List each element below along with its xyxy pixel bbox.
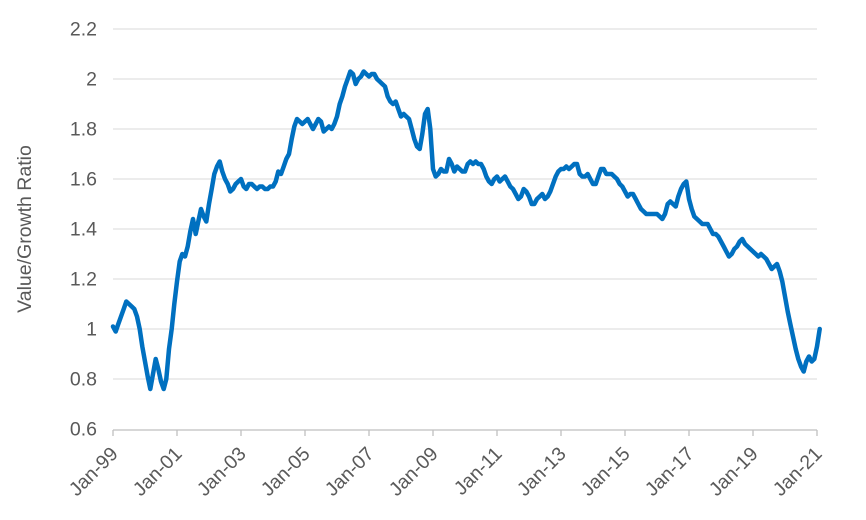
x-tick-label: Jan-99 [65, 443, 123, 501]
x-tick-label: Jan-21 [769, 443, 827, 501]
y-tick-label: 1 [86, 319, 97, 341]
y-tick-label: 2 [86, 69, 97, 91]
y-tick-label: 1.2 [70, 269, 97, 291]
ratio-line-series [110, 69, 822, 392]
x-axis-tick-labels: Jan-99 Jan-01 Jan-03 Jan-05 Jan-07 Jan-09 Jan-… [65, 443, 827, 501]
x-tick-label: Jan-03 [193, 443, 251, 501]
y-tick-label: 1.6 [70, 169, 97, 191]
y-tick-label: 2.2 [70, 19, 97, 41]
x-tick-label: Jan-09 [385, 443, 443, 501]
x-tick-label: Jan-01 [129, 443, 187, 501]
y-axis-tick-labels: 0.6 0.8 1 1.2 1.4 1.6 1.8 2 2.2 [70, 19, 97, 441]
y-axis-title: Value/Growth Ratio [14, 145, 36, 313]
y-tick-label: 1.4 [70, 219, 97, 241]
x-tick-label: Jan-07 [321, 443, 379, 501]
x-tick-label: Jan-17 [641, 443, 699, 501]
x-tick-label: Jan-19 [705, 443, 763, 501]
y-tick-label: 0.6 [70, 419, 97, 441]
x-tick-label: Jan-13 [513, 443, 571, 501]
gridlines [113, 28, 817, 380]
value-growth-ratio-line [110, 69, 822, 392]
y-tick-label: 1.8 [70, 119, 97, 141]
x-tick-label: Jan-15 [577, 443, 635, 501]
x-tick-label: Jan-05 [257, 443, 315, 501]
y-tick-label: 0.8 [70, 369, 97, 391]
x-tick-label: Jan-11 [450, 443, 507, 500]
x-axis [112, 429, 818, 436]
